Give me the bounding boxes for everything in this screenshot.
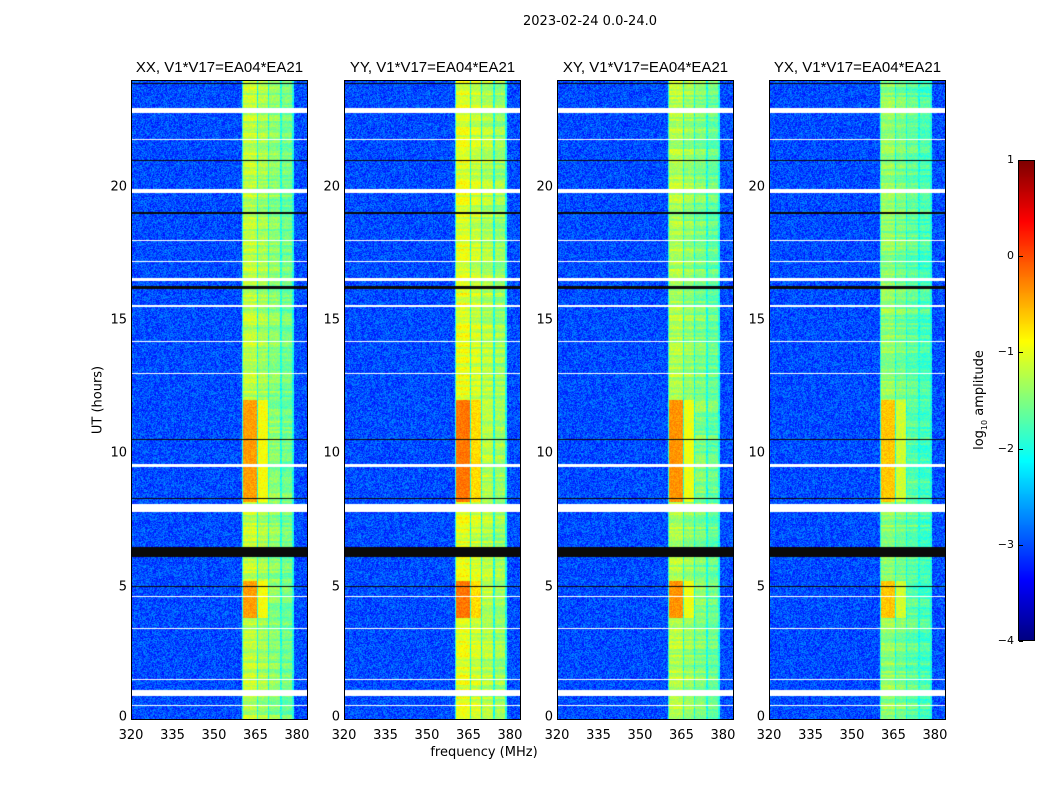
colorbar-tick-label: −1 bbox=[997, 345, 1014, 359]
x-tick-label: 380 bbox=[710, 728, 736, 743]
colorbar-tick-label: 1 bbox=[1007, 153, 1014, 166]
colorbar-tick-label: 0 bbox=[1007, 249, 1014, 263]
y-tick-label: 10 bbox=[748, 445, 765, 461]
x-tick-label: 365 bbox=[456, 728, 481, 743]
waterfall-panel bbox=[131, 80, 308, 720]
x-tick-label: 320 bbox=[544, 728, 570, 743]
x-tick-label: 365 bbox=[243, 728, 268, 743]
y-tick-label: 10 bbox=[110, 445, 127, 461]
y-axis-label: UT (hours) bbox=[90, 365, 106, 435]
x-tick-label: 350 bbox=[839, 728, 865, 743]
panel-title: XY, V1*V17=EA04*EA21 bbox=[562, 59, 729, 76]
colorbar bbox=[1018, 160, 1035, 641]
panel-title: XX, V1*V17=EA04*EA21 bbox=[135, 59, 304, 76]
x-tick-label: 380 bbox=[497, 728, 523, 743]
colorbar-tick-mark bbox=[1019, 448, 1023, 450]
y-tick-label: 10 bbox=[536, 445, 553, 461]
y-tick-label: 5 bbox=[544, 579, 553, 595]
colorbar-tick-mark bbox=[1019, 544, 1023, 546]
y-tick-label: 15 bbox=[536, 312, 553, 328]
heatmap-image bbox=[345, 81, 520, 719]
y-tick-label: 0 bbox=[331, 709, 340, 725]
heatmap-image bbox=[558, 81, 733, 719]
figure-title: 2023-02-24 0.0-24.0 bbox=[523, 14, 657, 29]
x-tick-label: 350 bbox=[414, 728, 440, 743]
x-tick-label: 335 bbox=[373, 728, 398, 743]
colorbar-tick-mark bbox=[1019, 256, 1023, 258]
x-tick-label: 350 bbox=[627, 728, 653, 743]
y-tick-label: 20 bbox=[323, 179, 340, 195]
y-tick-label: 0 bbox=[544, 709, 553, 725]
panel-title: YX, V1*V17=EA04*EA21 bbox=[773, 59, 942, 76]
x-tick-label: 365 bbox=[881, 728, 906, 743]
colorbar-tick-mark bbox=[1019, 160, 1023, 161]
waterfall-panel bbox=[769, 80, 946, 720]
colorbar-gradient bbox=[1019, 161, 1034, 640]
y-tick-label: 20 bbox=[536, 179, 553, 195]
y-tick-label: 15 bbox=[110, 312, 127, 328]
x-tick-label: 335 bbox=[798, 728, 823, 743]
x-tick-label: 335 bbox=[586, 728, 611, 743]
x-tick-label: 320 bbox=[756, 728, 782, 743]
y-tick-label: 20 bbox=[748, 179, 765, 195]
waterfall-panel bbox=[344, 80, 521, 720]
x-tick-label: 320 bbox=[118, 728, 144, 743]
x-tick-label: 350 bbox=[201, 728, 227, 743]
colorbar-tick-mark bbox=[1019, 641, 1023, 642]
y-tick-label: 5 bbox=[331, 579, 340, 595]
y-tick-label: 15 bbox=[323, 312, 340, 328]
colorbar-tick-label: −3 bbox=[997, 537, 1014, 551]
waterfall-panel bbox=[557, 80, 734, 720]
y-tick-label: 10 bbox=[323, 445, 340, 461]
colorbar-label: log10 amplitude bbox=[972, 350, 989, 450]
y-tick-label: 15 bbox=[748, 312, 765, 328]
y-tick-label: 0 bbox=[756, 709, 765, 725]
heatmap-image bbox=[132, 81, 307, 719]
y-tick-label: 5 bbox=[756, 579, 765, 595]
x-tick-label: 380 bbox=[922, 728, 948, 743]
x-axis-label: frequency (MHz) bbox=[430, 745, 538, 760]
x-tick-label: 335 bbox=[160, 728, 185, 743]
panel-title: YY, V1*V17=EA04*EA21 bbox=[349, 59, 516, 76]
y-tick-label: 0 bbox=[118, 709, 127, 725]
colorbar-tick-label: −4 bbox=[997, 634, 1014, 647]
heatmap-image bbox=[770, 81, 945, 719]
x-tick-label: 380 bbox=[284, 728, 310, 743]
y-tick-label: 20 bbox=[110, 179, 127, 195]
colorbar-tick-label: −2 bbox=[997, 441, 1014, 455]
colorbar-tick-mark bbox=[1019, 352, 1023, 354]
x-tick-label: 320 bbox=[331, 728, 357, 743]
y-tick-label: 5 bbox=[118, 579, 127, 595]
x-tick-label: 365 bbox=[669, 728, 694, 743]
